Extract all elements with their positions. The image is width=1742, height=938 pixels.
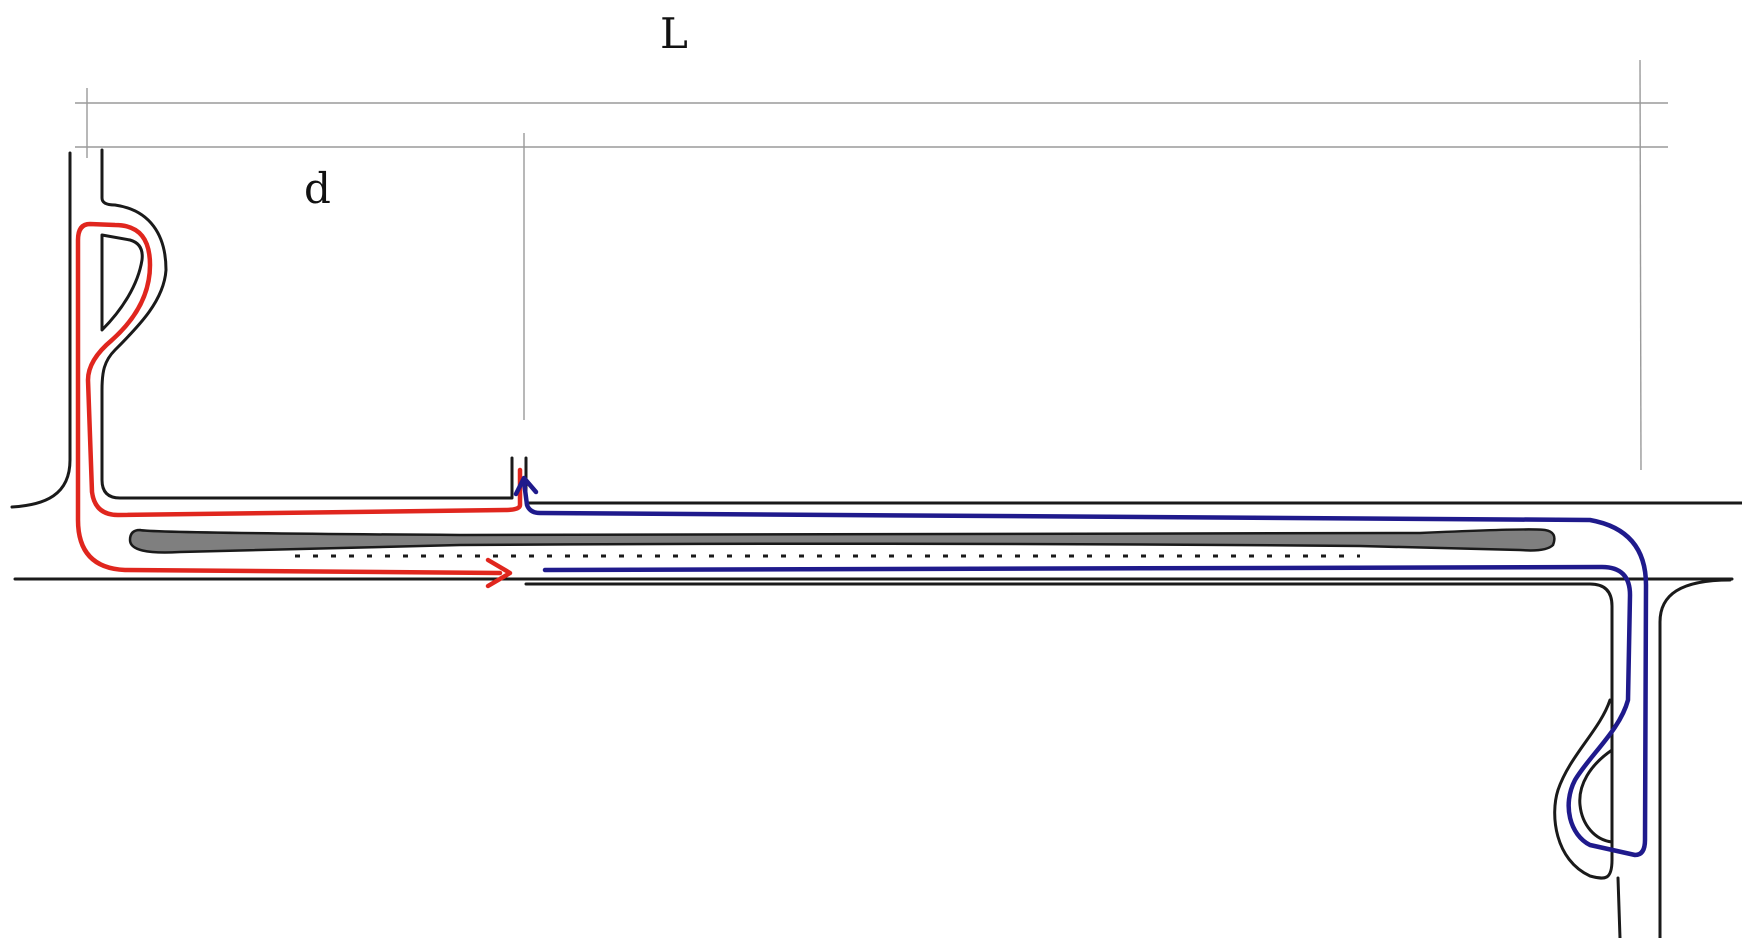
lower-lane-inner-edge: [524, 582, 1614, 862]
blue-route-line: [521, 479, 1649, 858]
dimension-lines: [75, 59, 1668, 471]
blue-route-arrowhead: [513, 475, 539, 497]
left-road-outer-edge: [10, 151, 72, 509]
left-road-inner-edge: [100, 148, 514, 500]
road-outlines: [10, 148, 1742, 938]
right-road-right-edge: [1658, 578, 1732, 938]
length-label: L: [660, 9, 688, 58]
red-route-line: [75, 221, 523, 576]
distance-label: d: [304, 164, 331, 213]
right-guide: [1639, 59, 1642, 471]
blue-route: [513, 475, 1649, 858]
red-route-arrowhead: [485, 557, 513, 589]
left-loop-island: [100, 233, 144, 332]
median-island: [128, 528, 1556, 554]
right-loop-island: [1578, 748, 1614, 844]
red-route: [75, 221, 523, 589]
right-road-outer-edge: [1553, 698, 1614, 880]
right-road-left-edge: [1616, 876, 1622, 938]
